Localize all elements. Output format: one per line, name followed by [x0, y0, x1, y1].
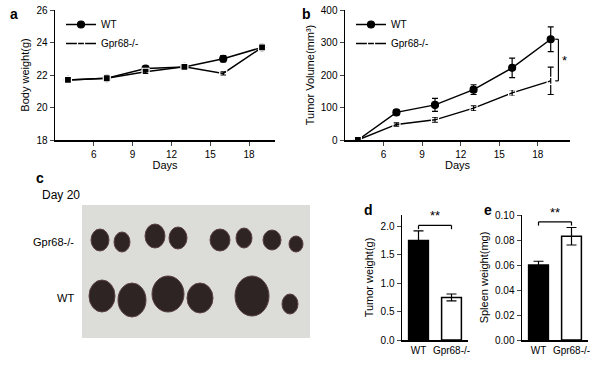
svg-text:Days: Days: [445, 160, 471, 172]
svg-text:15: 15: [494, 149, 506, 160]
svg-text:Gpr68-/-: Gpr68-/-: [33, 236, 74, 248]
svg-text:18: 18: [244, 149, 256, 160]
svg-text:WT: WT: [391, 19, 407, 30]
svg-text:0.10: 0.10: [495, 210, 515, 221]
svg-text:0.06: 0.06: [495, 260, 515, 271]
svg-text:400: 400: [321, 5, 338, 16]
svg-text:WT: WT: [531, 345, 547, 356]
svg-text:a: a: [10, 6, 18, 22]
svg-text:WT: WT: [411, 345, 427, 356]
svg-text:WT: WT: [57, 292, 74, 304]
svg-text:2.0: 2.0: [381, 221, 395, 232]
svg-text:20: 20: [36, 102, 48, 113]
svg-text:0.0: 0.0: [381, 335, 395, 346]
svg-text:Tumor weight(g): Tumor weight(g): [363, 238, 375, 318]
svg-text:Spleen weight(mg): Spleen weight(mg): [478, 232, 490, 324]
svg-text:18: 18: [36, 135, 48, 146]
svg-text:Tumor Volume(mm³): Tumor Volume(mm³): [304, 25, 316, 125]
svg-text:*: *: [562, 53, 567, 68]
svg-text:b: b: [302, 6, 311, 22]
svg-text:9: 9: [419, 149, 425, 160]
svg-text:18: 18: [532, 149, 544, 160]
svg-text:Gpr68-/-: Gpr68-/-: [101, 38, 138, 49]
svg-text:300: 300: [321, 37, 338, 48]
svg-text:1.5: 1.5: [381, 249, 395, 260]
svg-text:Body weight(g): Body weight(g): [19, 38, 31, 111]
svg-text:d: d: [364, 202, 373, 218]
svg-text:1.0: 1.0: [381, 278, 395, 289]
svg-text:**: **: [430, 208, 440, 223]
svg-text:0.5: 0.5: [381, 306, 395, 317]
svg-text:0: 0: [332, 135, 338, 146]
svg-text:Gpr68-/-: Gpr68-/-: [391, 38, 428, 49]
svg-text:100: 100: [321, 102, 338, 113]
svg-text:6: 6: [381, 149, 387, 160]
svg-text:12: 12: [166, 149, 178, 160]
svg-text:Days: Days: [152, 160, 178, 172]
svg-text:0.04: 0.04: [495, 285, 515, 296]
svg-text:15: 15: [205, 149, 217, 160]
svg-text:22: 22: [36, 70, 48, 81]
svg-text:0.08: 0.08: [495, 235, 515, 246]
svg-text:**: **: [550, 205, 560, 220]
svg-text:12: 12: [455, 149, 467, 160]
svg-text:9: 9: [130, 149, 136, 160]
svg-text:24: 24: [36, 37, 48, 48]
svg-text:WT: WT: [101, 19, 117, 30]
svg-text:Gpr68-/-: Gpr68-/-: [433, 345, 470, 356]
svg-text:0.02: 0.02: [495, 310, 515, 321]
svg-text:Day 20: Day 20: [42, 188, 80, 202]
svg-text:26: 26: [36, 5, 48, 16]
svg-text:0.00: 0.00: [495, 335, 515, 346]
svg-text:6: 6: [91, 149, 97, 160]
svg-text:e: e: [484, 202, 492, 218]
svg-text:Gpr68-/-: Gpr68-/-: [553, 345, 590, 356]
svg-text:c: c: [36, 170, 44, 186]
svg-text:200: 200: [321, 70, 338, 81]
